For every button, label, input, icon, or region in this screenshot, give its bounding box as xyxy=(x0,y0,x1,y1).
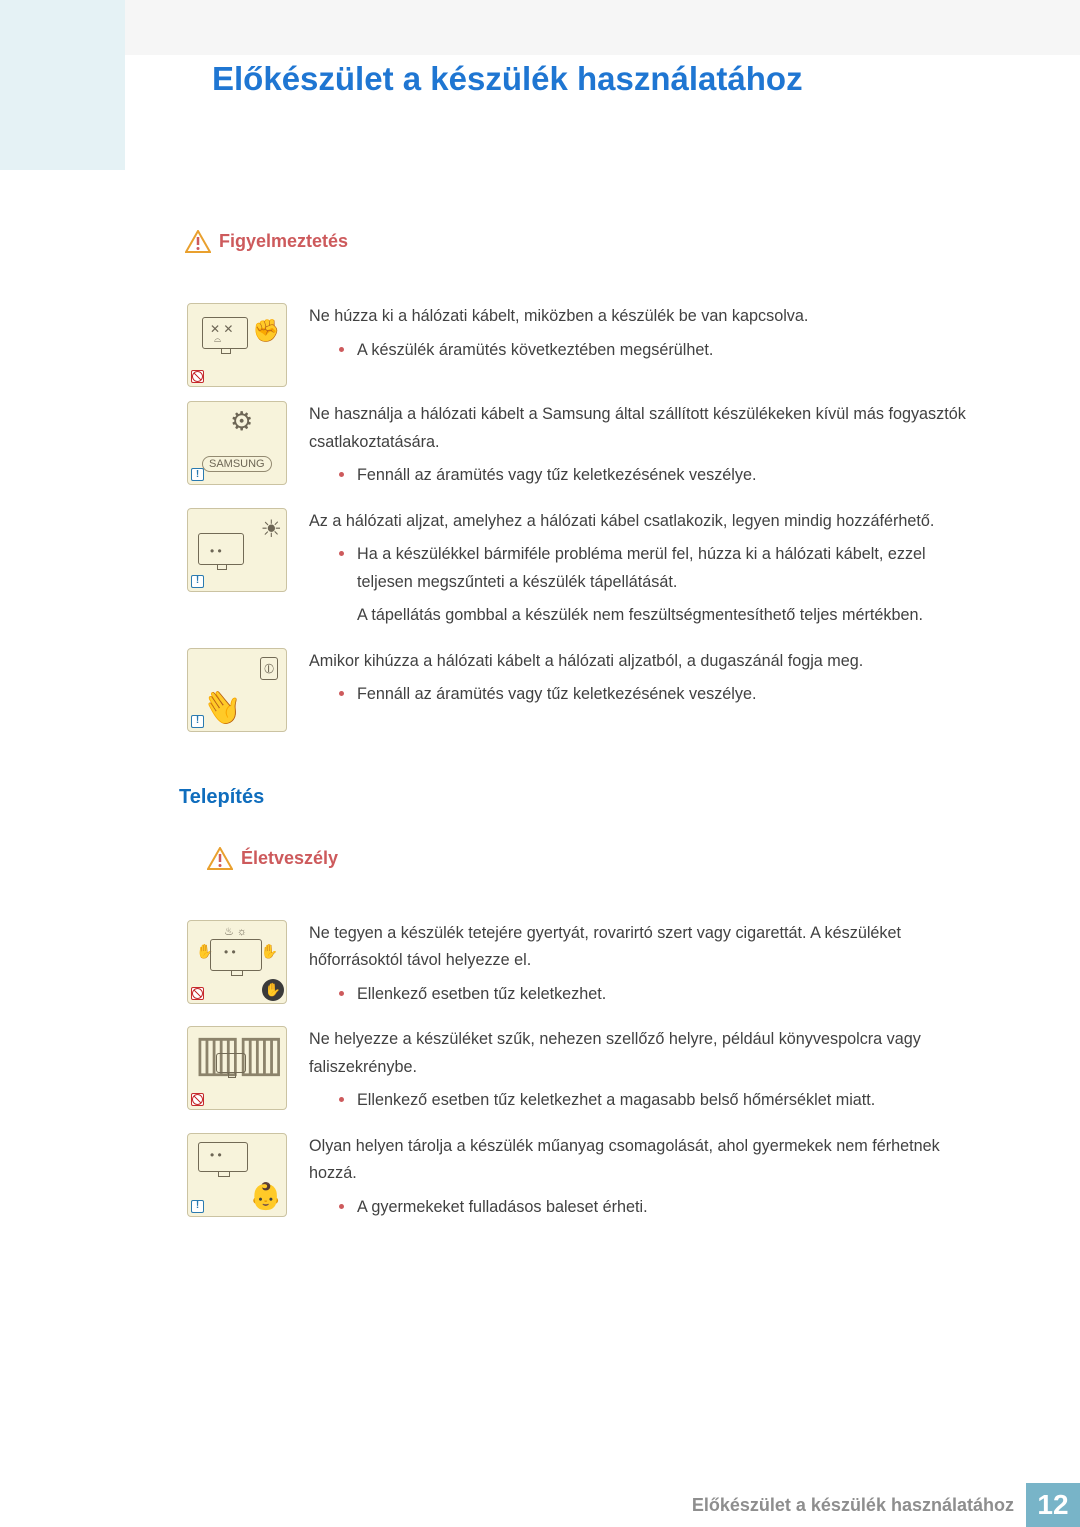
item-main-text: Ne tegyen a készülék tetejére gyertyát, … xyxy=(309,920,975,975)
info-icon xyxy=(191,715,204,728)
item-main-text: Olyan helyen tárolja a készülék műanyag … xyxy=(309,1133,975,1188)
safety-item-body: Az a hálózati aljzat, amelyhez a hálózat… xyxy=(309,508,975,634)
footer-page-number: 12 xyxy=(1026,1483,1080,1527)
illustration-no-unplug-on: ✕ ✕ ⌓ ✊ xyxy=(187,303,287,387)
info-icon xyxy=(191,575,204,588)
no-touch-icon: ✋ xyxy=(262,979,284,1001)
prohibited-icon xyxy=(191,1093,204,1106)
illustration-pull-plug: ⦶ ✋ xyxy=(187,648,287,732)
illustration-other-device: ⚙ SAMSUNG xyxy=(187,401,287,485)
content-area: Figyelmeztetés ✕ ✕ ⌓ ✊ Ne húzza ki a hál… xyxy=(185,230,975,1240)
page-title: Előkészület a készülék használatához xyxy=(212,60,803,98)
info-icon xyxy=(191,468,204,481)
bullet-text: A gyermekeket fulladásos baleset érheti. xyxy=(339,1194,975,1222)
info-icon xyxy=(191,1200,204,1213)
safety-item-body: Olyan helyen tárolja a készülék műanyag … xyxy=(309,1133,975,1226)
safety-item: ▥▥ Ne helyezze a készüléket szűk, neheze… xyxy=(185,1026,975,1119)
safety-item: • • ☀ Az a hálózati aljzat, amelyhez a h… xyxy=(185,508,975,634)
safety-item: ⦶ ✋ Amikor kihúzza a hálózati kábelt a h… xyxy=(185,648,975,732)
item-main-text: Amikor kihúzza a hálózati kábelt a hálóz… xyxy=(309,648,975,676)
warning-triangle-icon xyxy=(185,230,211,253)
bullet-text: Ha a készülékkel bármiféle probléma merü… xyxy=(339,541,975,630)
warning-label: Életveszély xyxy=(241,848,338,869)
bullet-text: Ellenkező esetben tűz keletkezhet a maga… xyxy=(339,1087,975,1115)
illustration-no-enclosed: ▥▥ xyxy=(187,1026,287,1110)
warning-heading-danger: Életveszély xyxy=(207,847,975,870)
safety-item-body: Amikor kihúzza a hálózati kábelt a hálóz… xyxy=(309,648,975,732)
left-accent-bar xyxy=(0,0,125,170)
section-heading-install: Telepítés xyxy=(179,786,975,809)
safety-item: ⚙ SAMSUNG Ne használja a hálózati kábelt… xyxy=(185,401,975,494)
safety-item-body: Ne használja a hálózati kábelt a Samsung… xyxy=(309,401,975,494)
prohibited-icon xyxy=(191,370,204,383)
bullet-text: A készülék áramütés következtében megsér… xyxy=(339,337,975,365)
item-main-text: Ne húzza ki a hálózati kábelt, miközben … xyxy=(309,303,975,331)
item-note-text: A tápellátás gombbal a készülék nem fesz… xyxy=(357,602,975,630)
header-bar xyxy=(125,0,1080,55)
prohibited-icon xyxy=(191,987,204,1000)
warning-label: Figyelmeztetés xyxy=(219,231,348,252)
item-main-text: Ne használja a hálózati kábelt a Samsung… xyxy=(309,401,975,456)
illustration-no-candles: ♨ ☼ ✋ ✋ • • ✋ xyxy=(187,920,287,1004)
bullet-text: Fennáll az áramütés vagy tűz keletkezésé… xyxy=(339,462,975,490)
illustration-packaging-children: • • 👶 xyxy=(187,1133,287,1217)
item-main-text: Ne helyezze a készüléket szűk, nehezen s… xyxy=(309,1026,975,1081)
bullet-text: Ellenkező esetben tűz keletkezhet. xyxy=(339,981,975,1009)
bullet-text: Fennáll az áramütés vagy tűz keletkezésé… xyxy=(339,681,975,709)
illustration-accessible-outlet: • • ☀ xyxy=(187,508,287,592)
safety-item: ♨ ☼ ✋ ✋ • • ✋ Ne tegyen a készülék tetej… xyxy=(185,920,975,1013)
safety-item-body: Ne húzza ki a hálózati kábelt, miközben … xyxy=(309,303,975,387)
warning-triangle-icon xyxy=(207,847,233,870)
page-footer: Előkészület a készülék használatához 12 xyxy=(0,1483,1080,1527)
safety-item-body: Ne tegyen a készülék tetejére gyertyát, … xyxy=(309,920,975,1013)
safety-item-body: Ne helyezze a készüléket szűk, nehezen s… xyxy=(309,1026,975,1119)
footer-chapter-label: Előkészület a készülék használatához xyxy=(692,1483,1026,1527)
item-main-text: Az a hálózati aljzat, amelyhez a hálózat… xyxy=(309,508,975,536)
safety-item: • • 👶 Olyan helyen tárolja a készülék mű… xyxy=(185,1133,975,1226)
warning-heading-caution: Figyelmeztetés xyxy=(185,230,975,253)
safety-item: ✕ ✕ ⌓ ✊ Ne húzza ki a hálózati kábelt, m… xyxy=(185,303,975,387)
